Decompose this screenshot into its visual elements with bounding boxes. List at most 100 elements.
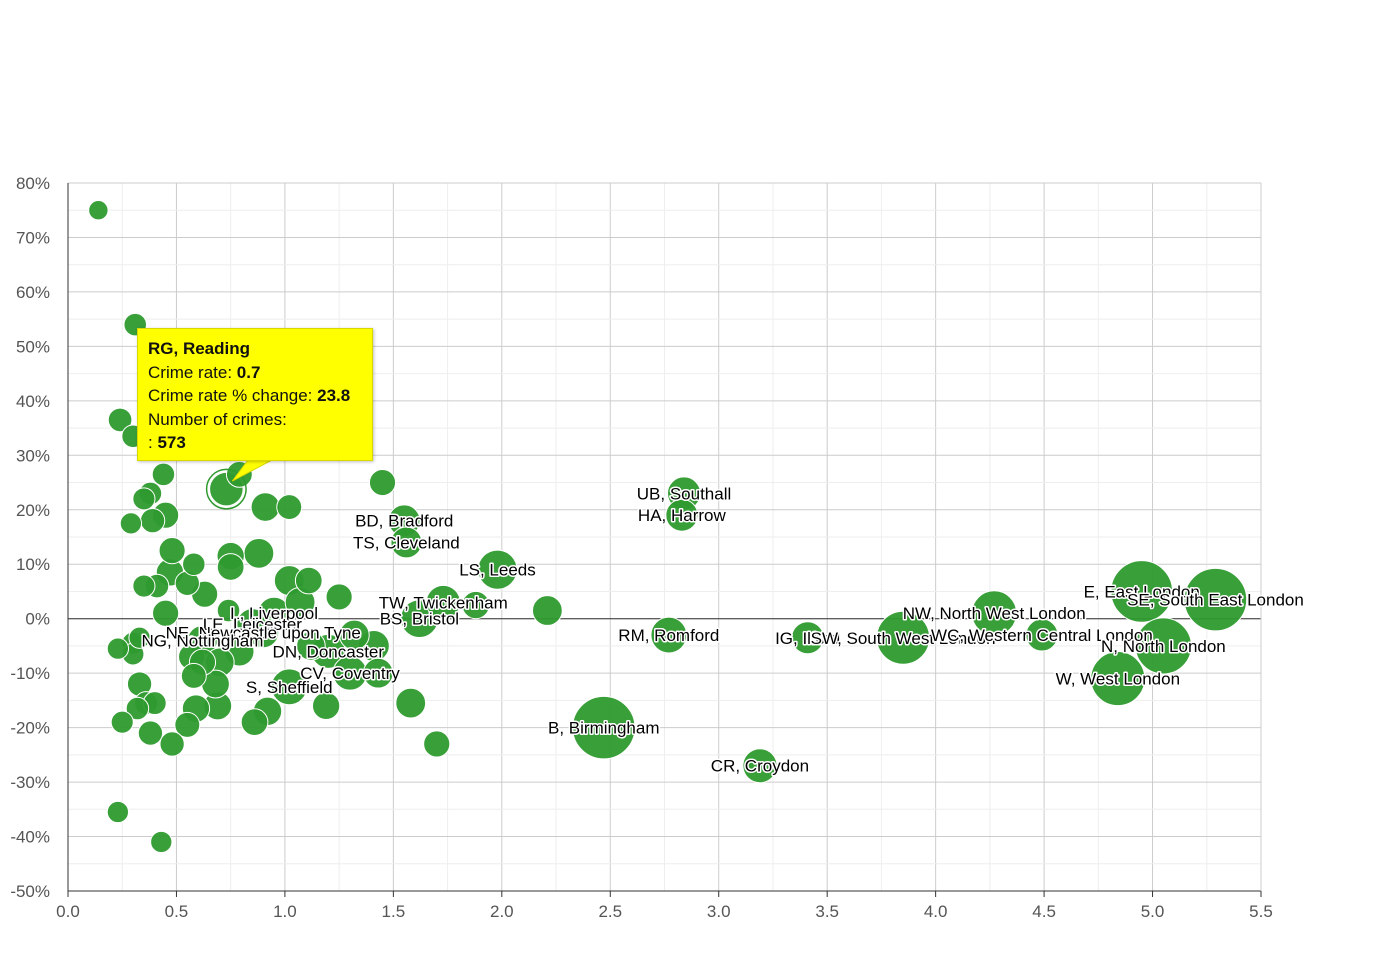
tooltip-crimes-value: 573 [157, 433, 186, 452]
y-tick-label: 60% [16, 283, 50, 302]
bubbles [88, 200, 1248, 854]
bubble-label: TW, Twickenham [379, 593, 508, 612]
grid [67, 182, 1262, 892]
bubble [125, 696, 150, 721]
bubble [240, 708, 269, 737]
bubble [531, 595, 563, 626]
y-tick-label: -40% [10, 828, 50, 847]
tooltip-change-label: Crime rate % change: [148, 386, 318, 405]
bubble [107, 407, 133, 433]
bubble-label: NW, North West London [903, 604, 1086, 623]
bubble [182, 552, 206, 576]
bubble-label: BD, Bradford [355, 512, 453, 531]
bubble [180, 662, 207, 689]
bubble [294, 566, 323, 595]
x-tick-label: 1.5 [382, 902, 406, 921]
x-tick-label: 4.0 [924, 902, 948, 921]
bubble-label: LS, Leeds [459, 561, 536, 580]
y-tick-label: 30% [16, 446, 50, 465]
bubble [139, 508, 166, 534]
x-tick-label: 3.0 [707, 902, 731, 921]
bubble [791, 621, 825, 655]
bubble-label: SW, South West London [811, 629, 996, 648]
bubble [270, 668, 308, 706]
bubble-label: N, North London [1101, 637, 1226, 656]
bubble [276, 494, 303, 521]
bubble [296, 631, 326, 661]
bubble-label: RM, Romford [618, 626, 719, 645]
y-tick-label: 10% [16, 555, 50, 574]
bubble [311, 691, 341, 720]
bubble [106, 800, 130, 824]
x-tick-label: 5.5 [1249, 902, 1273, 921]
bubble [477, 549, 518, 590]
bubble [106, 637, 130, 660]
bubble-label: LE, Leicester [203, 615, 303, 634]
bubble-label: E, East London [1084, 582, 1200, 601]
y-tick-label: -10% [10, 664, 50, 683]
y-tick-label: 20% [16, 501, 50, 520]
bubble-label: CR, Croydon [711, 757, 809, 776]
bubble [325, 583, 353, 611]
bubble [150, 830, 173, 854]
bubble [423, 730, 451, 758]
bubble [216, 553, 245, 581]
bubble [132, 574, 156, 598]
bubble [1025, 618, 1059, 652]
x-tick-label: 0.0 [56, 902, 80, 921]
bubble [174, 711, 201, 738]
bubble-label: TS, Cleveland [353, 533, 460, 552]
bubble [151, 462, 176, 487]
bubble [250, 492, 281, 522]
bubble-label: B, Birmingham [548, 719, 659, 738]
bubble [159, 731, 185, 757]
bubble [132, 487, 156, 511]
bubble [650, 616, 688, 654]
x-tick-label: 4.5 [1032, 902, 1056, 921]
bubble [152, 599, 180, 627]
bubble-label: S, Sheffield [246, 678, 333, 697]
bubble-label: IG, Ilford [775, 629, 840, 648]
bubble [1090, 651, 1146, 707]
bubble [971, 590, 1018, 637]
tooltip-crimes-prefix: : [148, 433, 158, 452]
bubble-label: WC, Western Central London [931, 626, 1153, 645]
x-tick-label: 0.5 [165, 902, 189, 921]
bubble-label: HA, Harrow [638, 506, 727, 525]
bubble [742, 748, 778, 784]
y-tick-label: -30% [10, 773, 50, 792]
bubble [216, 598, 241, 623]
bubble [425, 584, 461, 620]
bubble-label: NE, Newcastle upon Tyne [166, 623, 361, 642]
bubble [137, 720, 164, 746]
bubble-label: DN, Doncaster [273, 642, 385, 661]
x-tick-label: 1.0 [273, 902, 297, 921]
highlight-ring [205, 468, 247, 510]
bubble [390, 526, 423, 559]
bubble [395, 687, 427, 719]
tooltip-title: RG, Reading [148, 339, 251, 358]
bubble [362, 657, 394, 689]
bubble [158, 537, 186, 565]
bubble [128, 626, 151, 649]
y-tick-label: 80% [16, 174, 50, 193]
bubble-label: SE, South East London [1127, 591, 1304, 610]
tooltip-rate-label: Crime rate: [148, 362, 237, 382]
tooltip-crimes-label: Number of crimes: [148, 409, 287, 429]
y-tick-label: 70% [16, 228, 50, 247]
bubble [88, 200, 109, 221]
x-tick-label: 3.5 [815, 902, 839, 921]
bubble [247, 616, 280, 649]
bubble-labels: B, Birmingham CR, Croydon UB, Southall HA, … [140, 483, 1305, 777]
bubble [461, 590, 490, 620]
tooltip: RG, Reading Crime rate: 0.7 Crime rate %… [137, 328, 373, 461]
tooltip-rate-value: 0.7 [236, 362, 261, 382]
bubble-label: L, Liverpool [230, 604, 318, 623]
x-tick-label: 2.0 [490, 902, 514, 921]
tooltip-change-value: 23.8 [317, 386, 351, 405]
bubble [368, 468, 397, 497]
x-tick-label: 5.0 [1141, 902, 1165, 921]
bubble [572, 695, 636, 760]
y-tick-label: -20% [10, 719, 50, 738]
